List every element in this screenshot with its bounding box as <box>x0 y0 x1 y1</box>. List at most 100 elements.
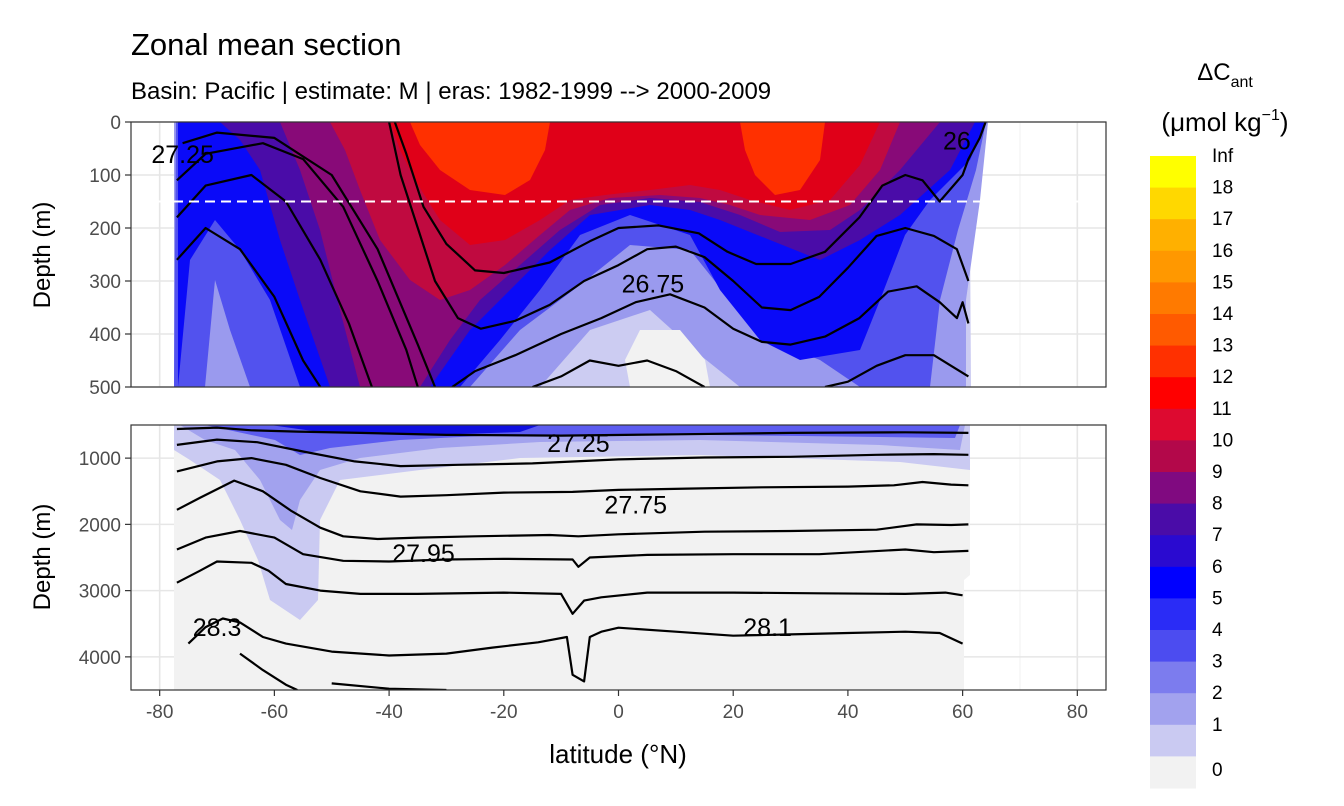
lower-contour-labels: 27.25 27.75 27.95 28.3 28.1 <box>193 430 792 642</box>
y-axis-label-lower: Depth (m) <box>29 504 56 611</box>
y-tick-label: 4000 <box>79 648 121 669</box>
y-tick-label: 100 <box>89 166 121 187</box>
y-tick-label: 200 <box>89 219 121 240</box>
upper-y-axis-ticks: 0 100 200 300 400 500 <box>89 113 131 399</box>
lower-isopycnal-line <box>176 457 969 498</box>
y-tick-label: 500 <box>89 378 121 399</box>
legend-label: Inf <box>1212 146 1234 167</box>
x-tick-label: -60 <box>261 702 288 723</box>
lower-y-axis-ticks: 1000 2000 3000 4000 <box>79 449 131 669</box>
legend-label: 2 <box>1212 683 1223 704</box>
upper-isopycnal-line <box>393 122 987 275</box>
legend-label: 8 <box>1212 494 1223 515</box>
lower-isopycnal-line <box>176 529 969 568</box>
upper-isopycnal-line <box>182 131 437 387</box>
legend-swatch <box>1150 156 1196 189</box>
x-tick-label: 80 <box>1067 702 1088 723</box>
x-axis-label: latitude (°N) <box>549 739 687 769</box>
legend-title: ΔCant <box>1197 59 1253 91</box>
legend-unit-main: (μmol kg <box>1161 107 1261 137</box>
legend-label: 18 <box>1212 178 1233 199</box>
legend-swatch <box>1150 440 1196 473</box>
upper-isopycnal-line <box>176 226 322 387</box>
lower-field-base <box>174 425 970 690</box>
contour-label: 27.75 <box>604 492 667 520</box>
chart-subtitle: Basin: Pacific | estimate: M | eras: 198… <box>131 78 771 105</box>
legend-label: 11 <box>1212 399 1232 420</box>
lower-isopycnal-line <box>187 617 964 683</box>
upper-isopycnal-contours <box>176 122 987 387</box>
contour-label: 27.25 <box>547 430 610 458</box>
legend-label: 7 <box>1212 525 1223 546</box>
x-tick-label: 20 <box>723 702 744 723</box>
upper-field-hotspot-south <box>410 122 550 195</box>
legend-swatch <box>1150 187 1196 220</box>
legend-swatch <box>1150 250 1196 283</box>
legend-label: 14 <box>1212 304 1234 325</box>
y-tick-label: 2000 <box>79 515 121 536</box>
x-tick-label: 40 <box>837 702 858 723</box>
lower-isopycnal-line <box>176 438 969 468</box>
upper-isopycnal-line <box>824 354 969 387</box>
contour-label: 26 <box>943 128 971 156</box>
upper-isopycnal-line <box>176 142 419 387</box>
chart-title: Zonal mean section <box>131 27 402 62</box>
legend-title-sub: ant <box>1231 74 1254 91</box>
x-tick-label: -20 <box>490 702 517 723</box>
upper-isopycnal-line <box>451 285 970 387</box>
lower-isopycnal-line <box>176 560 963 615</box>
legend-label: 1 <box>1212 715 1223 736</box>
legend-label: 0 <box>1212 760 1223 781</box>
legend-label: 16 <box>1212 241 1233 262</box>
legend-title-main: ΔC <box>1197 59 1230 86</box>
legend-label: 13 <box>1212 336 1233 357</box>
legend-swatch <box>1150 503 1196 536</box>
legend-label: 4 <box>1212 620 1223 641</box>
legend-label: 12 <box>1212 367 1233 388</box>
upper-panel-border <box>130 121 1107 388</box>
upper-field-hotspot-north <box>740 122 825 195</box>
legend-swatch <box>1150 408 1196 441</box>
legend-unit-sup: −1 <box>1262 107 1280 124</box>
legend-swatch <box>1150 724 1196 757</box>
legend-swatch <box>1150 598 1196 631</box>
legend-swatch <box>1150 693 1196 726</box>
x-tick-label: -80 <box>146 702 173 723</box>
lower-field-band-pale <box>174 425 970 620</box>
x-tick-label: -40 <box>375 702 402 723</box>
legend-unit-close: ) <box>1280 107 1289 137</box>
contour-label: 26.75 <box>622 271 685 299</box>
legend-swatch <box>1150 756 1196 789</box>
lower-panel-field <box>174 425 970 690</box>
upper-isopycnal-line <box>532 359 706 387</box>
y-tick-label: 300 <box>89 272 121 293</box>
y-tick-label: 3000 <box>79 582 121 603</box>
y-tick-label: 0 <box>110 113 121 134</box>
legend-swatch <box>1150 219 1196 252</box>
legend-swatch <box>1150 282 1196 315</box>
upper-isopycnal-line <box>388 122 970 330</box>
legend-label: 10 <box>1212 430 1233 451</box>
upper-contour-labels: 27.25 26 26.75 <box>151 128 970 299</box>
legend-label: 15 <box>1212 272 1233 293</box>
upper-field-pale-patch <box>625 330 710 387</box>
contour-label: 28.1 <box>743 614 792 642</box>
contour-label: 28.3 <box>193 614 242 642</box>
legend-swatch <box>1150 535 1196 568</box>
legend-label: 5 <box>1212 588 1223 609</box>
y-tick-label: 1000 <box>79 449 121 470</box>
legend-swatch <box>1150 345 1196 378</box>
y-tick-label: 400 <box>89 325 121 346</box>
legend-label: 6 <box>1212 557 1223 578</box>
legend-swatch <box>1150 472 1196 505</box>
lower-isopycnal-line <box>176 426 969 437</box>
x-axis-ticks: -80 -60 -40 -20 0 20 40 60 80 <box>146 690 1088 723</box>
x-tick-label: 0 <box>613 702 624 723</box>
upper-panel-field <box>174 122 988 387</box>
legend-swatch <box>1150 630 1196 663</box>
legend-label: 3 <box>1212 652 1223 673</box>
lower-isopycnal-line <box>176 479 969 541</box>
lower-isopycnal-line <box>239 652 298 690</box>
